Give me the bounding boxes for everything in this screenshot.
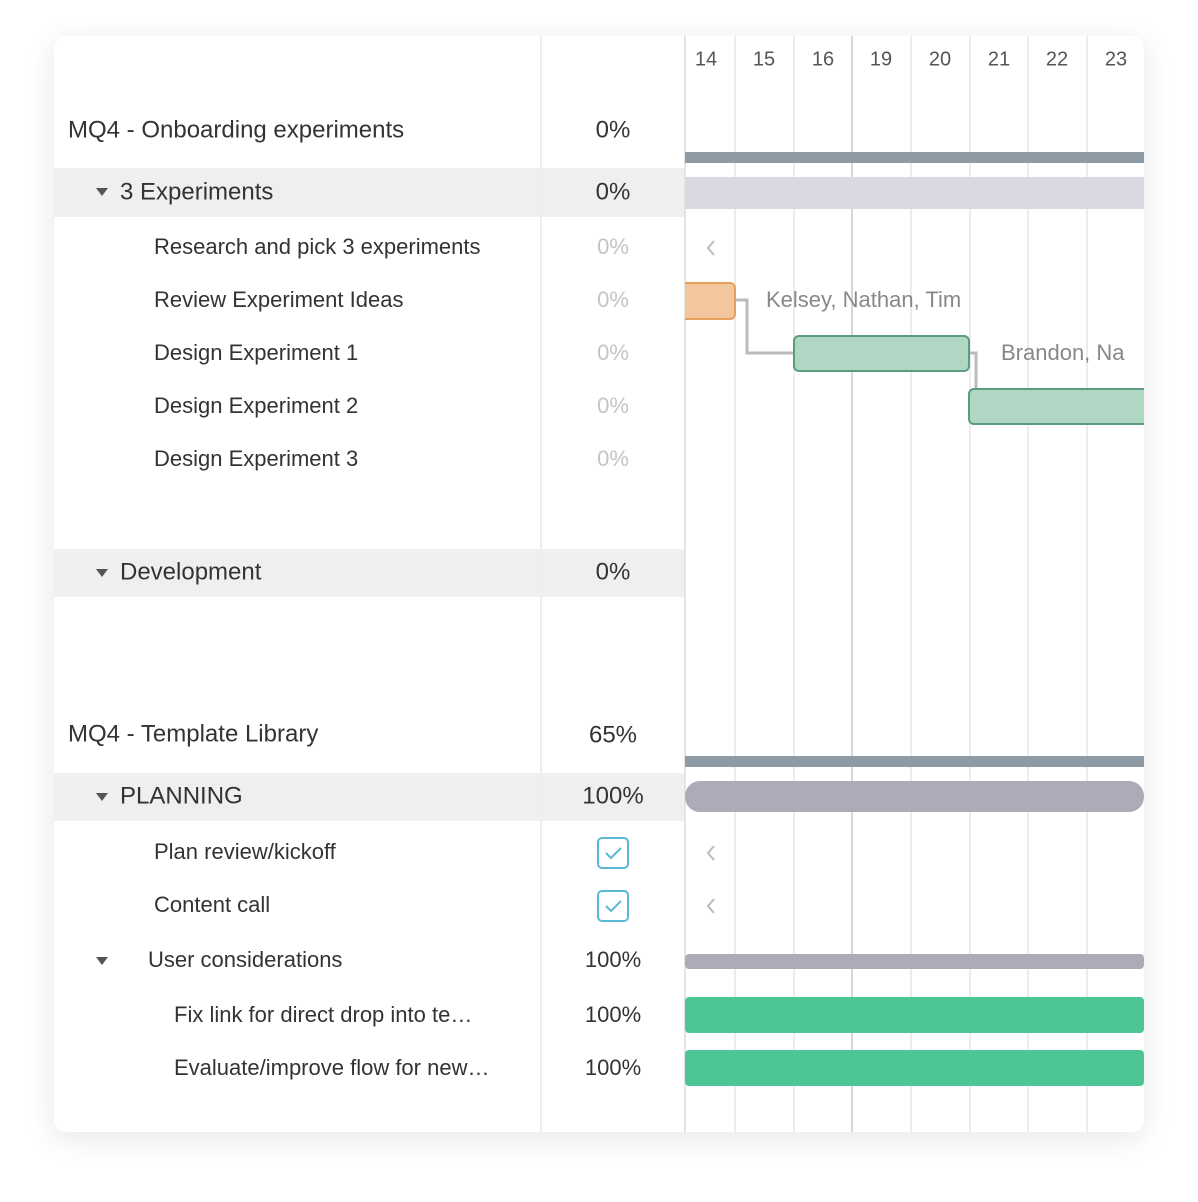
- collapse-toggle[interactable]: [96, 793, 108, 801]
- day-grid: [734, 36, 1088, 1132]
- percent: 100%: [582, 782, 643, 809]
- chevron[interactable]: [706, 898, 715, 914]
- percent: 100%: [585, 1002, 641, 1027]
- group-bar: [685, 781, 1144, 812]
- percent: 0%: [597, 446, 629, 471]
- days: 14 15 16 19 20 21 22 23: [695, 48, 1127, 70]
- percent: 0%: [597, 287, 629, 312]
- group-bar: [685, 954, 1144, 969]
- percent: 0%: [596, 558, 631, 585]
- task-bar[interactable]: [793, 335, 970, 372]
- percent: 100%: [585, 947, 641, 972]
- day: 21: [988, 48, 1010, 70]
- timeline: Kelsey, Nathan, Tim Brandon, Na: [670, 152, 1159, 1086]
- day: 20: [929, 48, 951, 70]
- percent: 0%: [597, 340, 629, 365]
- collapse-toggle[interactable]: [96, 188, 108, 196]
- task[interactable]: Design Experiment 3: [154, 446, 358, 471]
- check: [605, 847, 622, 860]
- assignees: Brandon, Na: [1001, 340, 1125, 365]
- task[interactable]: User considerations: [148, 947, 342, 972]
- day: 15: [753, 48, 775, 70]
- project-bar: [685, 756, 1144, 767]
- day: 14: [695, 48, 717, 70]
- checkbox[interactable]: [597, 837, 629, 869]
- dependency: [735, 298, 794, 355]
- task[interactable]: Fix link for direct drop into te…: [174, 1002, 472, 1027]
- assignees: Kelsey, Nathan, Tim: [766, 287, 961, 312]
- task[interactable]: Design Experiment 2: [154, 393, 358, 418]
- task-bar[interactable]: [685, 1050, 1144, 1086]
- task-bar[interactable]: [968, 388, 1159, 425]
- percent: 0%: [596, 178, 631, 205]
- task-bar[interactable]: [670, 282, 736, 320]
- task[interactable]: Content call: [154, 892, 270, 917]
- checkbox[interactable]: [597, 890, 629, 922]
- day: 16: [812, 48, 834, 70]
- project-title[interactable]: MQ4 - Onboarding experiments: [68, 116, 404, 143]
- task[interactable]: Plan review/kickoff: [154, 839, 337, 864]
- group-title[interactable]: PLANNING: [120, 782, 243, 809]
- task[interactable]: Evaluate/improve flow for new…: [174, 1055, 489, 1080]
- day: 22: [1046, 48, 1068, 70]
- chevron[interactable]: [706, 240, 715, 256]
- group-row: [54, 773, 685, 821]
- percent: 0%: [596, 116, 631, 143]
- group-title[interactable]: Development: [120, 558, 262, 585]
- project-bar: [685, 152, 1144, 163]
- group-title[interactable]: 3 Experiments: [120, 178, 273, 205]
- percent: 100%: [585, 1055, 641, 1080]
- day: 23: [1105, 48, 1127, 70]
- percent: 65%: [589, 721, 637, 748]
- group-row: [54, 549, 685, 597]
- task[interactable]: Design Experiment 1: [154, 340, 358, 365]
- day: 19: [870, 48, 892, 70]
- task[interactable]: Review Experiment Ideas: [154, 287, 403, 312]
- task[interactable]: Research and pick 3 experiments: [154, 234, 481, 259]
- group-row: [54, 168, 685, 217]
- percent: 0%: [597, 393, 629, 418]
- project-title[interactable]: MQ4 - Template Library: [68, 720, 318, 747]
- group-bar: [685, 177, 1144, 209]
- task-bar[interactable]: [685, 997, 1144, 1033]
- check: [605, 900, 622, 913]
- collapse-toggle[interactable]: [96, 957, 108, 965]
- percent: 0%: [597, 234, 629, 259]
- collapse-toggle[interactable]: [96, 569, 108, 577]
- chevron[interactable]: [706, 845, 715, 861]
